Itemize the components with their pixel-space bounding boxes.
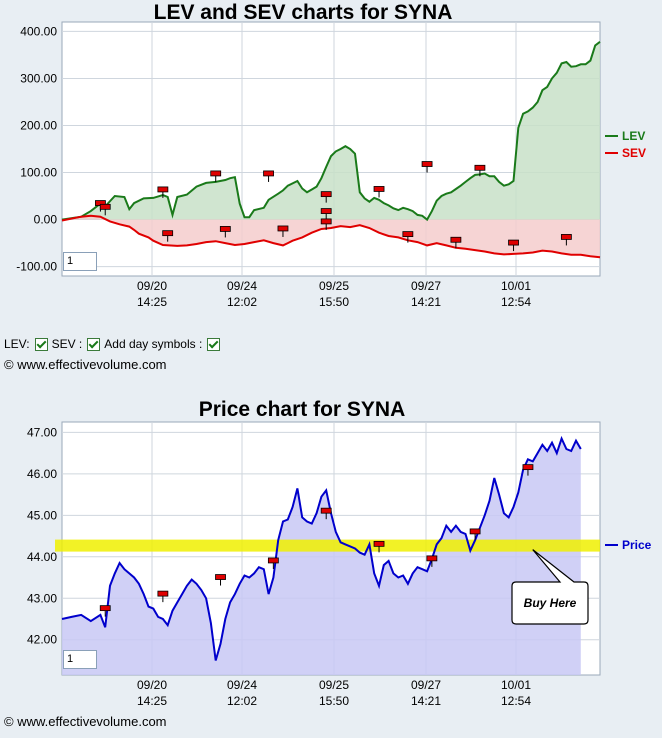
y-tick-label: 300.00 [20, 71, 57, 85]
copyright-top: © www.effectivevolume.com [4, 357, 167, 372]
x-tick-date: 09/25 [319, 279, 349, 293]
lev-zoom-input[interactable]: 1 [63, 252, 97, 271]
price-chart: Price chart for SYNA Buy Here 47.00 46.00… [27, 398, 652, 708]
x-tick-date: 09/27 [411, 678, 441, 692]
lev-day-marker [320, 208, 332, 220]
x-tick-date: 09/20 [137, 279, 167, 293]
price-day-marker [522, 464, 534, 476]
x-tick-time: 14:25 [137, 694, 167, 708]
lev-day-marker [320, 191, 332, 203]
x-tick-time: 15:50 [319, 295, 349, 309]
price-day-marker [426, 555, 438, 567]
y-tick-label: 45.00 [27, 508, 57, 522]
lev-checkbox[interactable] [34, 337, 48, 351]
sev-label: SEV : [51, 337, 83, 351]
lev-day-marker [373, 186, 385, 198]
x-tick-date: 09/25 [319, 678, 349, 692]
y-tick-label: 200.00 [20, 118, 57, 132]
price-zoom-input[interactable]: 1 [63, 650, 97, 669]
legend-label: Price [622, 538, 652, 552]
x-tick-time: 12:02 [227, 694, 257, 708]
x-tick-date: 09/24 [227, 678, 257, 692]
sev-area [62, 215, 600, 258]
day-symbols-label: Add day symbols : [104, 337, 203, 351]
y-tick-label: 44.00 [27, 550, 57, 564]
y-tick-label: -100.00 [16, 260, 57, 274]
callout-text: Buy Here [524, 596, 577, 610]
price-day-marker [320, 507, 332, 520]
lev-label: LEV: [4, 337, 30, 351]
lev-day-marker [263, 170, 274, 182]
price-day-marker [469, 528, 481, 540]
lev-sev-chart: LEV and SEV charts for SYNA 400.00 300.00… [16, 1, 646, 309]
price-day-marker [373, 540, 385, 553]
x-tick-time: 15:50 [319, 694, 349, 708]
lev-area [62, 41, 600, 220]
legend-label: SEV [622, 146, 646, 160]
x-tick-time: 12:54 [501, 295, 531, 309]
sev-day-marker [320, 218, 332, 230]
price-chart-title: Price chart for SYNA [199, 398, 406, 421]
x-tick-date: 10/01 [501, 678, 531, 692]
y-tick-label: 43.00 [27, 591, 57, 605]
sev-day-marker [162, 230, 174, 242]
price-day-marker [157, 590, 169, 603]
sev-day-marker [508, 239, 519, 252]
lev-day-marker [210, 170, 222, 182]
sev-checkbox[interactable] [87, 337, 101, 351]
buy-here-callout [511, 549, 589, 625]
x-tick-date: 09/24 [227, 279, 257, 293]
x-tick-date: 09/27 [411, 279, 441, 293]
lev-day-marker [421, 161, 433, 173]
y-tick-label: 0.00 [34, 213, 58, 227]
x-tick-time: 12:54 [501, 694, 531, 708]
chart-options: LEV: SEV : Add day symbols : [4, 337, 222, 351]
day-symbols-checkbox[interactable] [207, 337, 221, 351]
x-tick-time: 14:21 [411, 295, 441, 309]
lev-line [61, 41, 601, 222]
copyright-bottom: © www.effectivevolume.com [4, 714, 167, 729]
x-tick-date: 10/01 [501, 279, 531, 293]
sev-day-marker [277, 225, 289, 237]
lev-day-marker [99, 203, 111, 216]
y-tick-label: 100.00 [20, 166, 57, 180]
x-tick-time: 12:02 [227, 295, 257, 309]
sev-day-marker [219, 226, 231, 238]
lev-sev-chart-title: LEV and SEV charts for SYNA [154, 1, 453, 24]
buy-level-band [55, 539, 600, 552]
lev-day-marker [474, 164, 486, 177]
lev-day-marker [157, 186, 169, 198]
price-day-marker [267, 557, 279, 569]
legend-label: LEV [622, 129, 645, 143]
x-tick-date: 09/20 [137, 678, 167, 692]
price-day-marker [99, 605, 111, 617]
x-tick-time: 14:25 [137, 295, 167, 309]
price-day-marker [215, 574, 226, 586]
sev-day-marker [450, 236, 462, 249]
y-tick-label: 400.00 [20, 24, 57, 38]
y-tick-label: 47.00 [27, 425, 57, 439]
price-area [62, 438, 581, 675]
sev-day-marker [560, 234, 572, 246]
sev-day-marker [402, 231, 414, 243]
y-tick-label: 42.00 [27, 633, 57, 647]
x-tick-time: 14:21 [411, 694, 441, 708]
y-tick-label: 46.00 [27, 467, 57, 481]
